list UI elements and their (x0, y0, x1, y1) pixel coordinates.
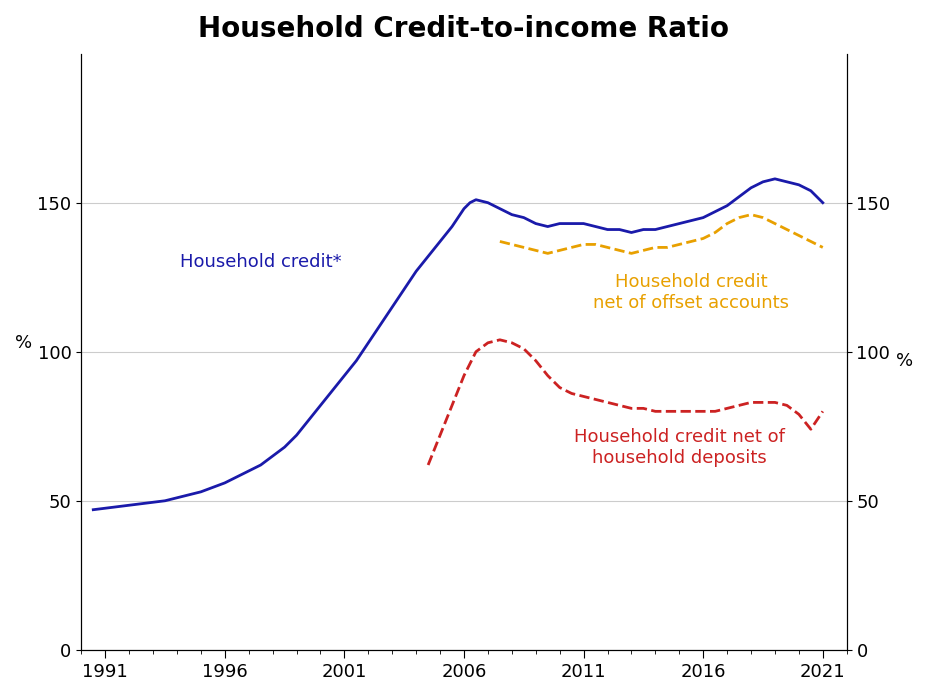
Title: Household Credit-to-income Ratio: Household Credit-to-income Ratio (198, 15, 729, 43)
Text: Household credit
net of offset accounts: Household credit net of offset accounts (592, 273, 788, 312)
Text: Household credit*: Household credit* (180, 253, 341, 271)
Y-axis label: %: % (895, 351, 912, 370)
Text: Household credit net of
household deposits: Household credit net of household deposi… (573, 428, 784, 466)
Y-axis label: %: % (15, 334, 32, 351)
